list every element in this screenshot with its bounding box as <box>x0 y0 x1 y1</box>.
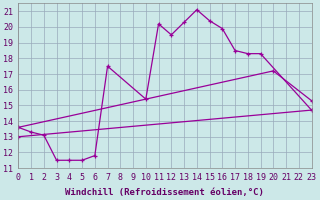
X-axis label: Windchill (Refroidissement éolien,°C): Windchill (Refroidissement éolien,°C) <box>66 188 264 197</box>
